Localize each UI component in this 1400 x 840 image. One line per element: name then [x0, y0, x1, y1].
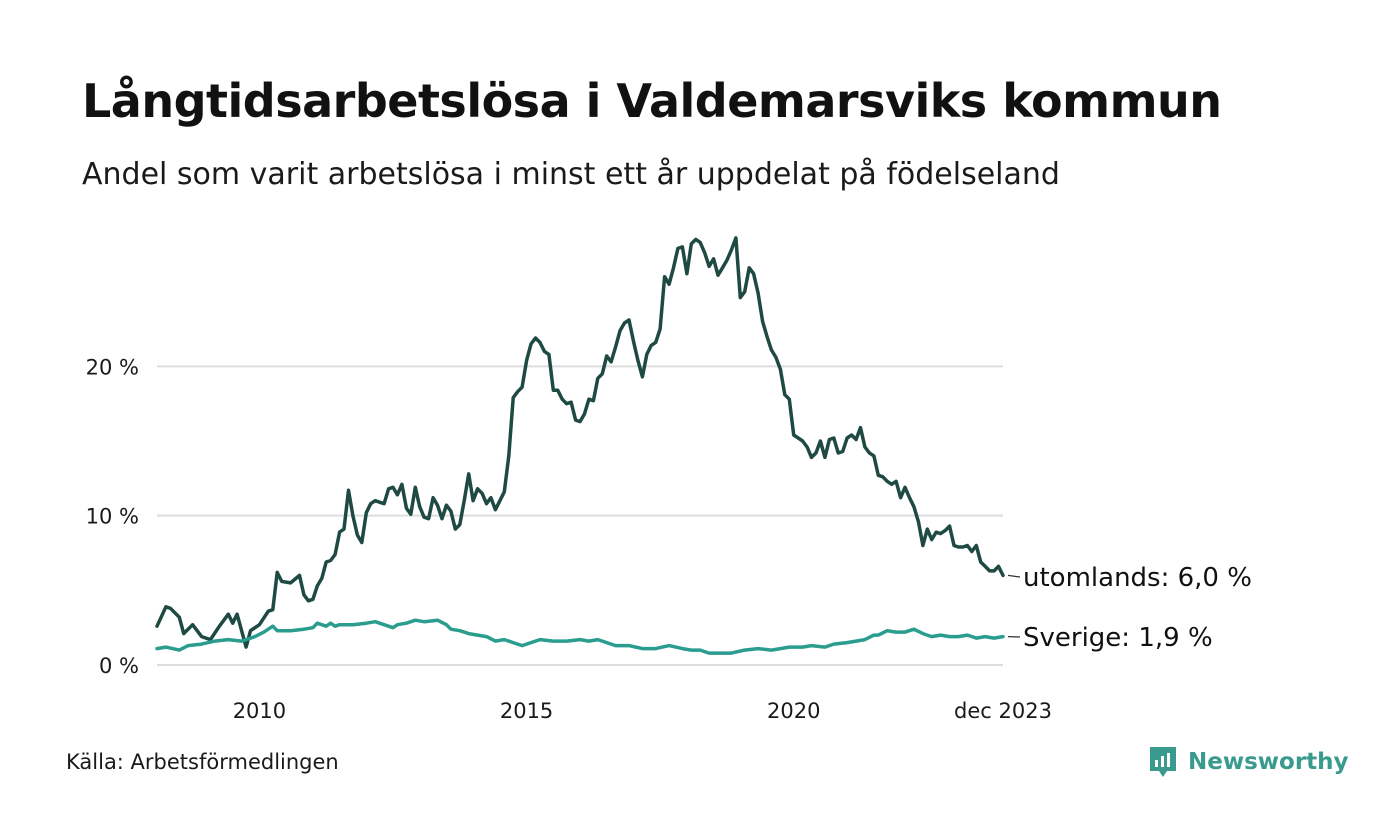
- series-line-sverige: [155, 618, 1005, 655]
- end-label-sverige: Sverige: 1,9 %: [1023, 623, 1213, 653]
- series-line-utomlands: [155, 236, 1005, 649]
- brand-name: Newsworthy: [1188, 749, 1349, 775]
- x-tick-label: 2020: [767, 699, 820, 723]
- end-labels: utomlands: 6,0 % Sverige: 1,9 %: [1007, 563, 1252, 653]
- x-axis-ticks: 2010 2015 2020 dec 2023: [233, 699, 1052, 723]
- y-tick-label: 0 %: [99, 654, 139, 678]
- newsworthy-logo-icon: [1150, 747, 1176, 777]
- x-tick-label: 2010: [233, 699, 286, 723]
- newsworthy-logo[interactable]: Newsworthy: [1148, 745, 1349, 779]
- y-tick-label: 20 %: [86, 355, 139, 379]
- end-label-leader: [1007, 574, 1021, 578]
- y-tick-label: 10 %: [86, 505, 139, 529]
- chart-subtitle: Andel som varit arbetslösa i minst ett å…: [82, 157, 1060, 192]
- y-axis-ticks: 0 % 10 % 20 %: [86, 355, 139, 678]
- source-note: Källa: Arbetsförmedlingen: [66, 750, 339, 774]
- x-tick-label: dec 2023: [954, 699, 1052, 723]
- end-label-utomlands: utomlands: 6,0 %: [1023, 563, 1252, 593]
- chart-title: Långtidsarbetslösa i Valdemarsviks kommu…: [82, 74, 1222, 128]
- x-tick-label: 2015: [500, 699, 553, 723]
- series-lines: [155, 236, 1005, 655]
- gridlines: [157, 365, 1003, 666]
